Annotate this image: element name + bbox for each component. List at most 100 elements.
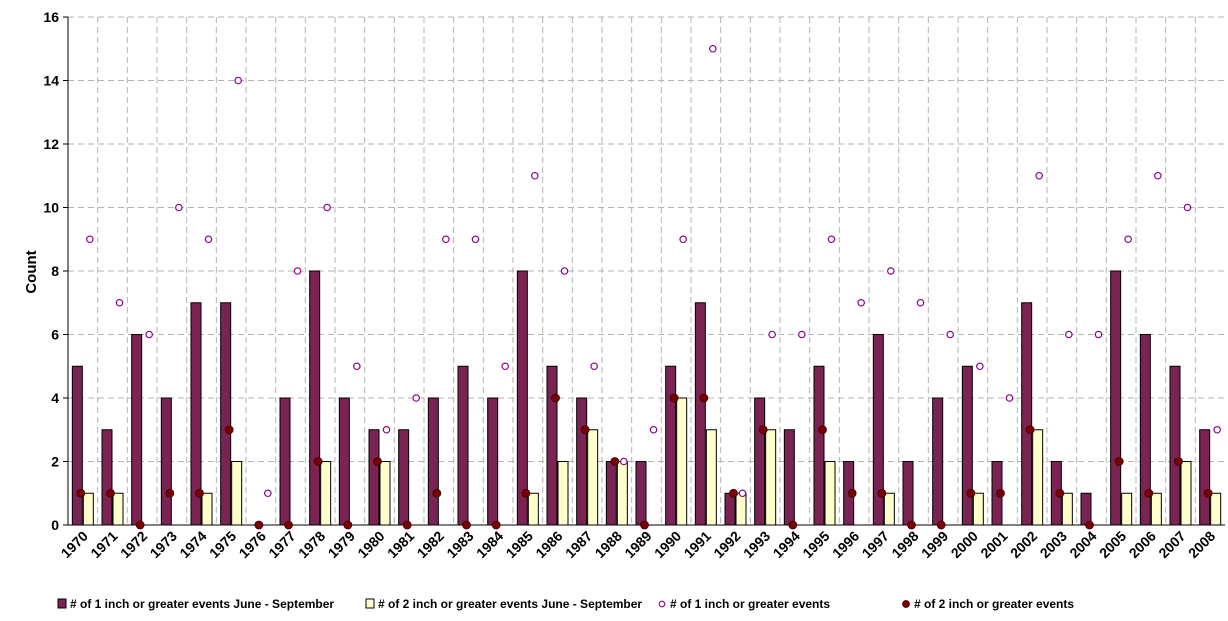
x-tick-label: 1984 [473,528,506,561]
bar-2inch-jun-sep [1210,492,1222,526]
marker-2inch-events [462,520,471,530]
marker-1inch-events [204,235,213,244]
bar-2inch-jun-sep [557,461,569,526]
x-tick-label: 1992 [710,528,743,561]
bar-1inch-jun-sep [220,302,232,526]
marker-1inch-events [353,362,361,371]
marker-2inch-events [788,520,798,530]
marker-2inch-events [106,488,115,498]
x-tick-label: 1980 [354,528,387,561]
marker-2inch-events [254,520,264,530]
bar-1inch-jun-sep [487,397,499,526]
bar-2inch-jun-sep [1121,492,1133,526]
x-tick-label: 1991 [681,528,714,561]
marker-2inch-events [1025,425,1035,435]
marker-1inch-events [412,394,420,402]
x-tick-label: 1986 [532,528,565,561]
bar-2inch-jun-sep [201,492,213,526]
marker-1inch-events [976,362,984,371]
x-tick-label: 1988 [592,528,625,561]
x-tick-label: 2002 [1007,528,1040,561]
bar-1inch-jun-sep [932,397,944,526]
bar-1inch-jun-sep [160,397,172,526]
marker-1inch-events [1183,203,1192,212]
x-tick-label: 1973 [147,528,180,561]
marker-1inch-events [471,235,480,244]
marker-1inch-events [679,235,687,244]
marker-1inch-events [916,298,925,307]
bar-2inch-jun-sep [824,461,836,526]
marker-2inch-events [699,393,709,403]
marker-2inch-events [729,488,738,498]
bar-1inch-jun-sep [427,397,439,526]
marker-1inch-events [857,298,865,307]
bar-1inch-jun-sep [1110,270,1122,526]
legend-swatch [658,600,666,608]
marker-1inch-events [620,457,628,466]
marker-2inch-events [936,520,946,530]
bar-1inch-jun-sep [902,461,914,526]
grid-layer [68,16,1225,525]
bar-1inch-jun-sep [635,461,647,526]
marker-2inch-events [966,488,976,498]
marker-1inch-events [738,489,747,498]
x-tick-label: 1985 [503,528,536,561]
legend-swatch [57,598,67,609]
x-tick-label: 2001 [977,528,1010,561]
x-tick-label: 1998 [888,528,921,561]
x-tick-label: 1990 [651,528,684,561]
bar-1inch-jun-sep [665,365,677,526]
bar-1inch-jun-sep [131,334,143,526]
marker-2inch-events [551,393,560,403]
marker-2inch-events [373,457,382,466]
marker-1inch-events [590,362,598,371]
bar-2inch-jun-sep [735,492,747,526]
marker-1inch-events [1213,425,1221,434]
y-tick-label: 8 [51,263,59,279]
marker-1inch-events [946,330,954,339]
marker-1inch-events [234,76,242,85]
bar-2inch-jun-sep [379,461,391,526]
bar-2inch-jun-sep [676,397,688,526]
marker-1inch-events [382,425,391,434]
bar-1inch-jun-sep [724,492,736,526]
bars-layer [71,270,1222,526]
x-tick-label: 1978 [295,528,328,561]
bar-1inch-jun-sep [279,397,291,526]
bar-1inch-jun-sep [1080,492,1092,526]
x-tick-label: 1970 [58,528,91,561]
x-tick-label: 2008 [1185,528,1218,561]
marker-2inch-events [580,425,590,435]
marker-1inch-events [560,267,569,275]
x-tick-label: 2005 [1096,528,1129,561]
bar-1inch-jun-sep [783,429,795,526]
bar-1inch-jun-sep [71,365,83,526]
marker-2inch-events [165,488,175,498]
bar-1inch-jun-sep [546,365,558,526]
bar-1inch-jun-sep [457,365,469,526]
x-tick-label: 2003 [1037,528,1070,561]
marker-1inch-events [1124,235,1132,244]
marker-1inch-events [175,203,183,212]
bar-1inch-jun-sep [398,429,410,526]
bar-2inch-jun-sep [1150,492,1162,526]
bar-2inch-jun-sep [972,492,984,526]
marker-2inch-events [669,393,679,403]
marker-2inch-events [640,520,649,530]
marker-2inch-events [1203,488,1213,498]
y-tick-label: 2 [51,454,59,470]
marker-1inch-events [531,171,539,180]
bar-2inch-jun-sep [705,429,717,526]
legend-label: # of 1 inch or greater events [670,597,830,611]
marker-1inch-events [798,330,806,339]
legend-label: # of 2 inch or greater events June - Sep… [378,597,642,611]
marker-2inch-events [1174,457,1183,466]
bar-2inch-jun-sep [1180,461,1192,526]
y-tick-label: 6 [51,327,59,343]
bar-1inch-jun-sep [368,429,380,526]
legend-swatch [902,600,910,608]
y-tick-label: 16 [43,9,59,25]
marker-1inch-events [442,235,450,244]
marker-1inch-events [1154,171,1162,180]
